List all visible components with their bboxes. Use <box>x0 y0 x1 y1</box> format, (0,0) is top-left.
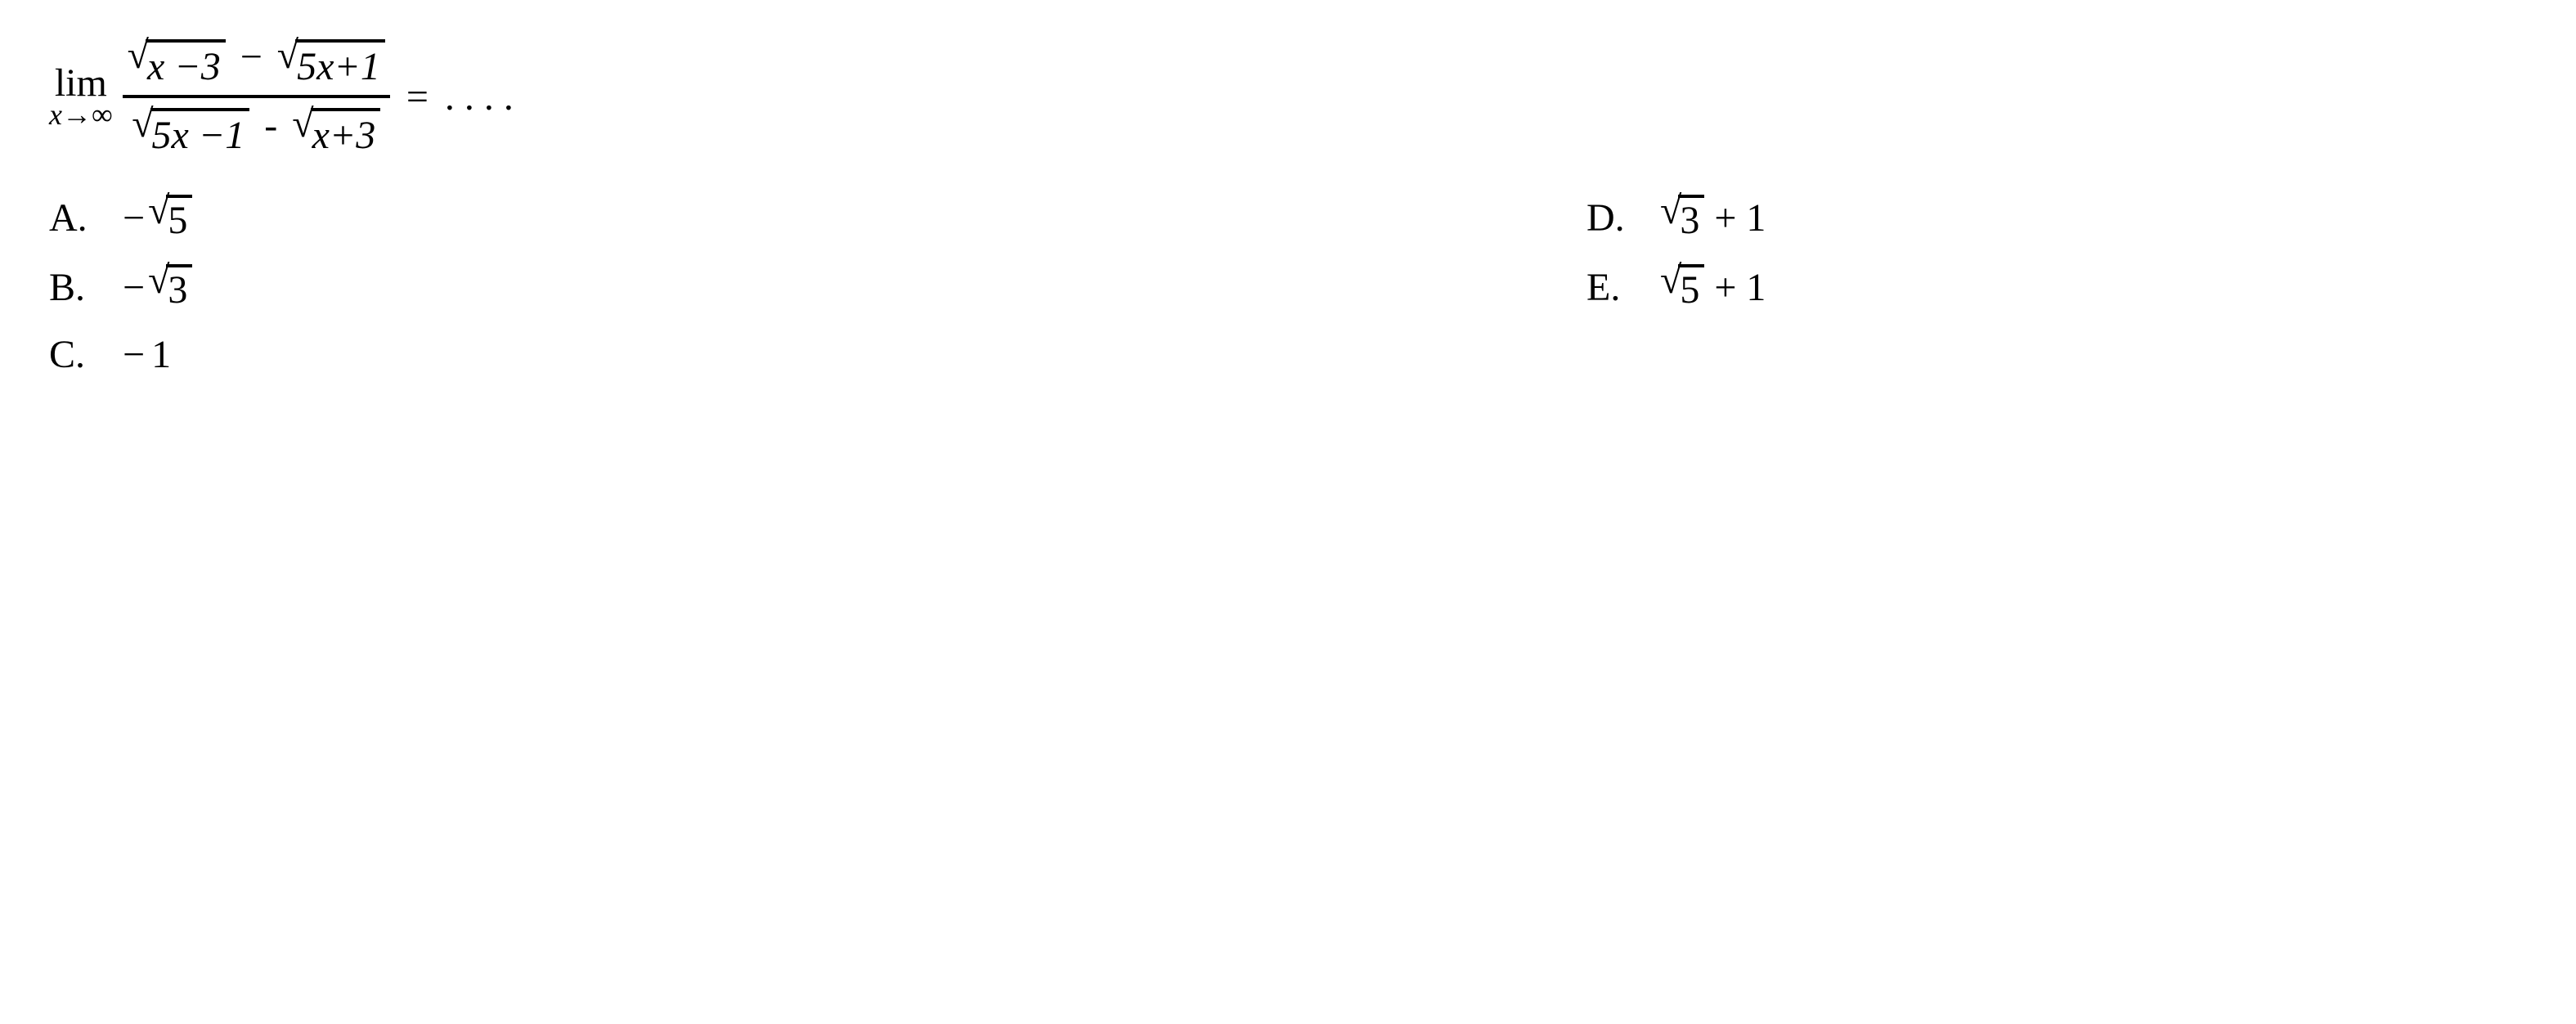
sqrt-den-1: √ 5x −1 <box>132 106 249 160</box>
radicand: 5x+1 <box>295 39 385 92</box>
option-a: A. − √ 5 <box>49 193 1554 243</box>
radical-icon: √ <box>128 36 149 75</box>
radical-icon: √ <box>132 105 153 144</box>
limit-var: x <box>49 98 62 131</box>
option-letter: D. <box>1586 195 1636 240</box>
option-letter: A. <box>49 195 98 240</box>
sqrt: √ 3 <box>148 263 192 312</box>
limit-to: ∞ <box>92 98 113 131</box>
options-grid: A. − √ 5 D. √ 3 + 1 B. <box>49 193 2527 377</box>
value: 1 <box>1746 195 1766 240</box>
sqrt-num-2: √ 5x+1 <box>277 38 385 92</box>
answer-dots: . . . . <box>445 74 514 119</box>
option-value: √ 3 + 1 <box>1660 193 1766 243</box>
option-value: √ 5 + 1 <box>1660 263 1766 312</box>
math-question: lim x→∞ √ x −3 − √ 5x+1 √ 5x −1 <box>49 33 2527 377</box>
option-d: D. √ 3 + 1 <box>1586 193 2527 243</box>
option-empty <box>1586 332 2527 377</box>
denominator: √ 5x −1 - √ x+3 <box>127 98 385 160</box>
minus-sign: - <box>259 104 282 147</box>
option-letter: B. <box>49 265 98 310</box>
plus-sign: + <box>1708 265 1743 310</box>
option-e: E. √ 5 + 1 <box>1586 263 2527 312</box>
radical-icon: √ <box>277 36 298 75</box>
sqrt-num-1: √ x −3 <box>128 38 226 92</box>
option-value: − √ 3 <box>123 263 192 312</box>
fraction: √ x −3 − √ 5x+1 √ 5x −1 - √ x+3 <box>123 33 390 160</box>
radicand: x+3 <box>311 108 381 160</box>
lim-text: lim <box>55 64 107 103</box>
option-value: − √ 5 <box>123 193 192 243</box>
sqrt: √ 3 <box>1660 193 1704 243</box>
sqrt: √ 5 <box>1660 263 1704 312</box>
numerator: √ x −3 − √ 5x+1 <box>123 33 390 98</box>
radical-icon: √ <box>1660 261 1681 300</box>
value: 1 <box>148 332 171 377</box>
option-c: C. − 1 <box>49 332 1554 377</box>
radicand: 5x −1 <box>150 108 250 160</box>
option-letter: C. <box>49 332 98 377</box>
radical-icon: √ <box>292 105 313 144</box>
option-value: − 1 <box>123 332 171 377</box>
radicand: 5 <box>1678 264 1704 312</box>
equals-sign: = <box>400 74 435 119</box>
minus-sign: − <box>236 35 267 79</box>
arrow-icon: → <box>62 100 92 129</box>
limit-sub: x→∞ <box>49 100 113 129</box>
minus-sign: − <box>123 332 145 377</box>
option-b: B. − √ 3 <box>49 263 1554 312</box>
limit-expression: lim x→∞ √ x −3 − √ 5x+1 √ 5x −1 <box>49 33 2527 160</box>
option-letter: E. <box>1586 265 1636 310</box>
sqrt: √ 5 <box>148 193 192 243</box>
minus-sign: − <box>123 265 145 310</box>
radicand: x −3 <box>146 39 226 92</box>
plus-sign: + <box>1708 195 1743 240</box>
radicand: 3 <box>1678 195 1704 243</box>
radicand: 5 <box>166 195 192 243</box>
sqrt-den-2: √ x+3 <box>292 106 380 160</box>
radicand: 3 <box>166 264 192 312</box>
radical-icon: √ <box>1660 191 1681 231</box>
radical-icon: √ <box>148 191 169 231</box>
value: 1 <box>1746 265 1766 310</box>
radical-icon: √ <box>148 261 169 300</box>
limit-operator: lim x→∞ <box>49 64 113 129</box>
minus-sign: − <box>123 195 145 240</box>
